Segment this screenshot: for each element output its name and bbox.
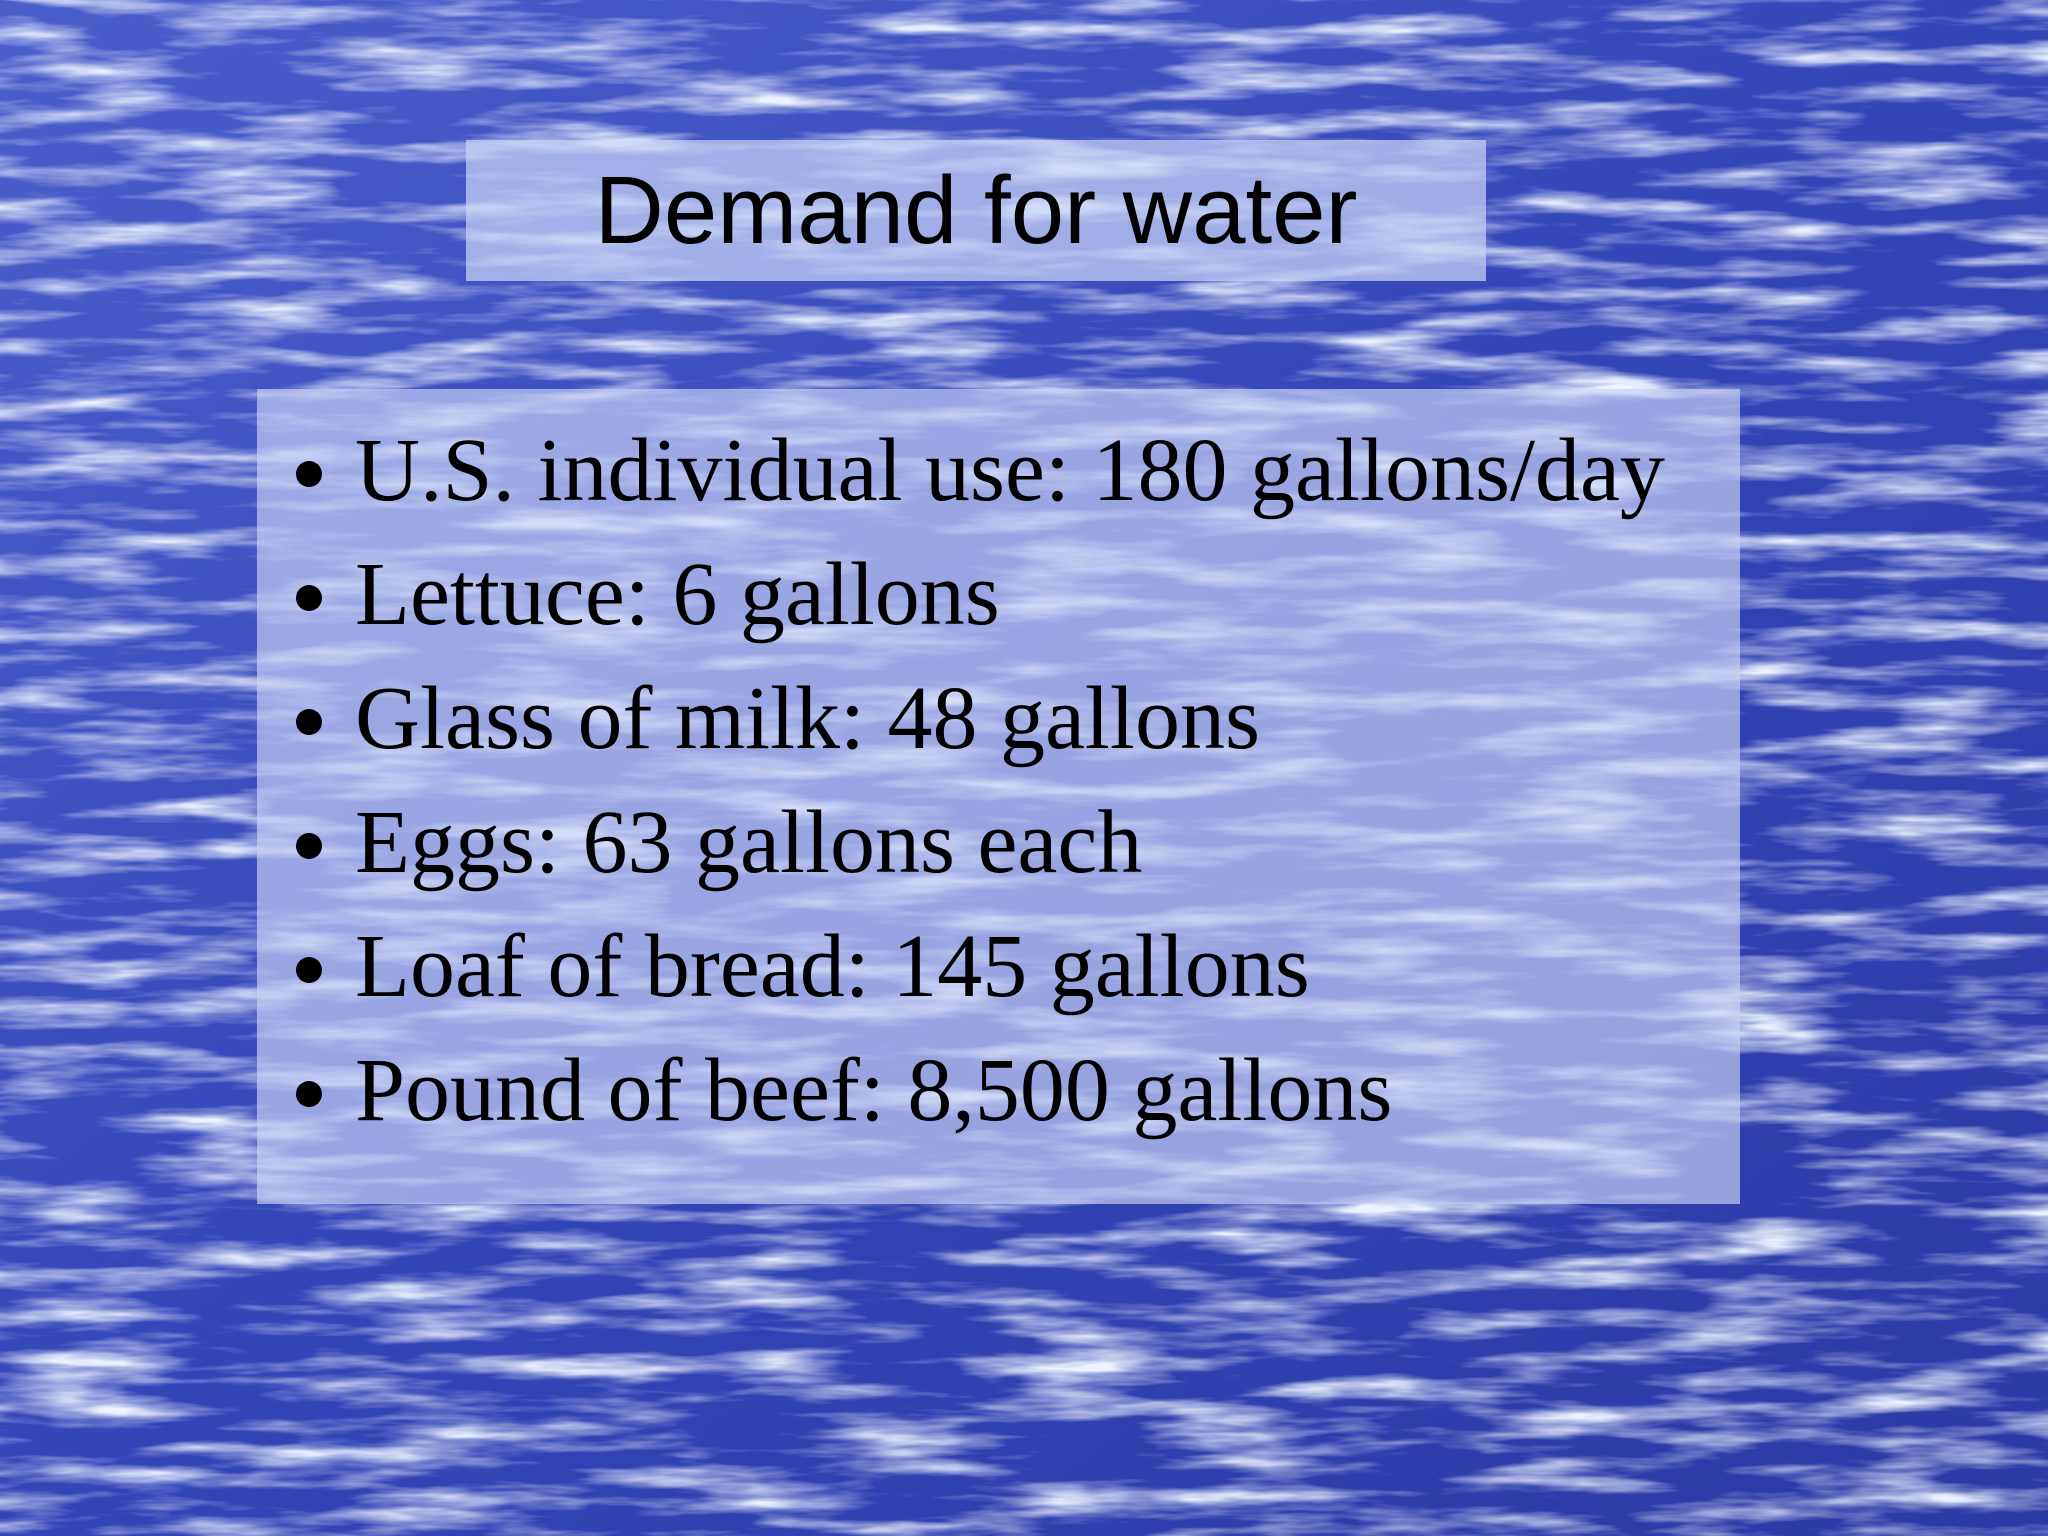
title-box: Demand for water bbox=[466, 140, 1486, 281]
bullet-item: Glass of milk: 48 gallons bbox=[355, 657, 1740, 781]
bullet-item: Lettuce: 6 gallons bbox=[355, 533, 1740, 657]
slide-title: Demand for water bbox=[594, 156, 1358, 264]
bullet-item: U.S. individual use: 180 gallons/day bbox=[355, 409, 1740, 533]
bullet-list: U.S. individual use: 180 gallons/dayLett… bbox=[257, 389, 1740, 1153]
bullet-item: Eggs: 63 gallons each bbox=[355, 781, 1740, 905]
bullet-item: Loaf of bread: 145 gallons bbox=[355, 905, 1740, 1029]
bullet-item: Pound of beef: 8,500 gallons bbox=[355, 1029, 1740, 1153]
body-box: U.S. individual use: 180 gallons/dayLett… bbox=[257, 389, 1740, 1204]
